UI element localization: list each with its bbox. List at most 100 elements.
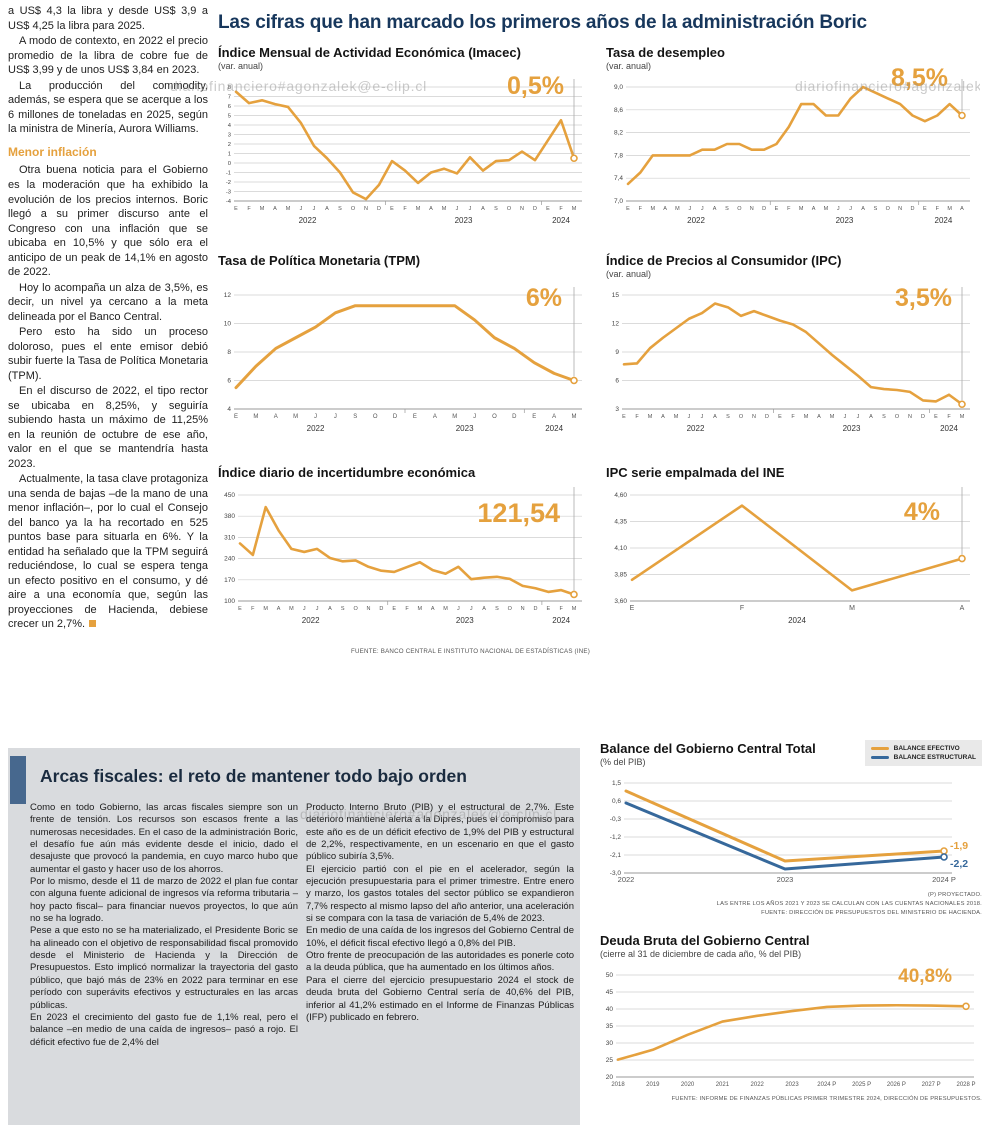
- footnote: (P) PROYECTADO.: [927, 891, 982, 898]
- legend-label: BALANCE EFECTIVO: [893, 745, 960, 752]
- svg-text:M: M: [947, 206, 952, 212]
- svg-text:S: S: [495, 606, 499, 612]
- svg-text:8: 8: [227, 349, 231, 356]
- chart-title: IPC serie empalmada del INE: [606, 465, 785, 480]
- svg-text:9: 9: [615, 349, 619, 356]
- svg-text:2025 P: 2025 P: [852, 1082, 871, 1088]
- svg-text:0,6: 0,6: [612, 798, 621, 805]
- svg-text:A: A: [273, 206, 277, 212]
- svg-text:2024: 2024: [552, 216, 570, 225]
- chart-subtitle: (var. anual): [606, 268, 652, 279]
- svg-text:A: A: [433, 414, 437, 420]
- svg-text:M: M: [849, 605, 855, 612]
- svg-text:O: O: [353, 606, 358, 612]
- svg-text:A: A: [431, 606, 435, 612]
- svg-text:4,10: 4,10: [614, 545, 627, 552]
- svg-text:2027 P: 2027 P: [922, 1082, 941, 1088]
- balance-chart: 1,5 0,6 -0,3 -1,2 -2,1 -3,0 2022 2023 2024 P -1,9…: [600, 771, 982, 889]
- chart-title: Tasa de Política Monetaria (TPM): [218, 253, 421, 268]
- tpm-chart: 12 10 8 6 4 E M A M J J S O D E A M J O D E A M 2022 2023 2024: [218, 283, 590, 433]
- svg-text:J: J: [334, 414, 337, 420]
- svg-text:D: D: [393, 414, 398, 420]
- article-paragraph: Actualmente, la tasa clave protagoniza u…: [8, 472, 208, 632]
- svg-text:2024: 2024: [552, 616, 570, 625]
- svg-text:A: A: [861, 206, 865, 212]
- footnote: FUENTE: DIRECCIÓN DE PRESUPUESTOS DEL MI…: [761, 910, 982, 917]
- svg-text:2023: 2023: [456, 616, 474, 625]
- svg-text:E: E: [390, 206, 394, 212]
- svg-text:M: M: [830, 414, 835, 420]
- svg-text:0: 0: [228, 161, 231, 167]
- section-heading: Menor inflación: [8, 144, 97, 159]
- highlight-value: 8,5%: [891, 64, 948, 92]
- svg-text:S: S: [725, 206, 729, 212]
- svg-text:240: 240: [224, 556, 235, 563]
- chart-subtitle: (% del PIB): [600, 756, 646, 767]
- desempleo-chart: 9,0 8,6 8,2 7,8 7,4 7,0 E F M A M J J A S O N D E F M A M J J A S O…: [606, 75, 978, 225]
- svg-text:2028 P: 2028 P: [956, 1082, 975, 1088]
- svg-text:F: F: [787, 206, 791, 212]
- svg-text:J: J: [473, 414, 476, 420]
- svg-text:O: O: [351, 206, 356, 212]
- svg-text:-2,1: -2,1: [610, 852, 622, 859]
- svg-text:M: M: [824, 206, 829, 212]
- article-paragraph: El ejercicio partió con el pie en el ace…: [306, 863, 574, 925]
- svg-text:A: A: [482, 606, 486, 612]
- svg-text:F: F: [251, 606, 255, 612]
- svg-text:N: N: [364, 206, 368, 212]
- svg-text:M: M: [572, 206, 577, 212]
- svg-text:-1,9: -1,9: [950, 840, 968, 852]
- svg-text:170: 170: [224, 577, 235, 584]
- end-of-article-icon: [89, 620, 97, 628]
- fiscal-article-panel: Arcas fiscales: el reto de mantener todo…: [8, 748, 580, 1125]
- svg-text:M: M: [443, 606, 448, 612]
- svg-text:6: 6: [615, 377, 619, 384]
- article-paragraph: Producto Interno Bruto (PIB) y el estruc…: [306, 802, 574, 863]
- svg-text:2019: 2019: [646, 1082, 660, 1088]
- article-paragraph: a US$ 4,3 la libra y desde US$ 3,9 a US$…: [8, 5, 208, 32]
- svg-text:D: D: [762, 206, 766, 212]
- svg-text:2022: 2022: [618, 875, 635, 884]
- svg-text:2022: 2022: [307, 424, 325, 433]
- svg-text:12: 12: [612, 320, 620, 327]
- svg-text:25: 25: [606, 1057, 614, 1064]
- svg-text:2026 P: 2026 P: [887, 1082, 906, 1088]
- svg-text:450: 450: [224, 492, 235, 499]
- svg-text:E: E: [234, 414, 238, 420]
- svg-text:F: F: [559, 606, 563, 612]
- svg-text:D: D: [533, 206, 537, 212]
- svg-text:J: J: [857, 414, 860, 420]
- article-paragraph: Como en todo Gobierno, las arcas fiscale…: [30, 802, 298, 875]
- svg-text:A: A: [817, 414, 821, 420]
- svg-text:2018: 2018: [611, 1082, 625, 1088]
- svg-text:A: A: [325, 206, 329, 212]
- highlight-value: 121,54: [477, 498, 560, 528]
- svg-text:M: M: [572, 414, 577, 420]
- svg-text:F: F: [936, 206, 940, 212]
- svg-text:40: 40: [606, 1006, 614, 1013]
- svg-text:J: J: [849, 206, 852, 212]
- article-paragraph: Pero esto ha sido un proceso doloroso, p…: [8, 326, 208, 382]
- svg-text:S: S: [494, 206, 498, 212]
- chart-subtitle: (var. anual): [606, 60, 652, 71]
- chart-title: Índice diario de incertidumbre económica: [218, 465, 476, 480]
- svg-text:F: F: [403, 206, 407, 212]
- svg-text:N: N: [520, 206, 524, 212]
- svg-text:E: E: [546, 206, 550, 212]
- legend-entry: BALANCE ESTRUCTURAL: [870, 754, 976, 761]
- svg-text:2024: 2024: [940, 424, 958, 433]
- svg-text:M: M: [293, 414, 298, 420]
- svg-text:3: 3: [228, 132, 231, 138]
- svg-text:2: 2: [228, 142, 231, 148]
- svg-text:2023: 2023: [455, 216, 473, 225]
- highlight-value: 40,8%: [898, 966, 952, 987]
- desempleo-chart-block: Tasa de desempleo (var. anual) 9,0 8,6 8,2…: [606, 45, 978, 225]
- svg-text:O: O: [895, 414, 900, 420]
- svg-text:J: J: [844, 414, 847, 420]
- svg-text:M: M: [253, 414, 258, 420]
- article-paragraph: Para el cierre del ejercicio presupuesta…: [306, 974, 574, 1023]
- svg-text:-3,0: -3,0: [610, 870, 622, 877]
- svg-text:M: M: [260, 206, 265, 212]
- svg-text:2023: 2023: [777, 875, 794, 884]
- svg-text:3,85: 3,85: [614, 571, 627, 578]
